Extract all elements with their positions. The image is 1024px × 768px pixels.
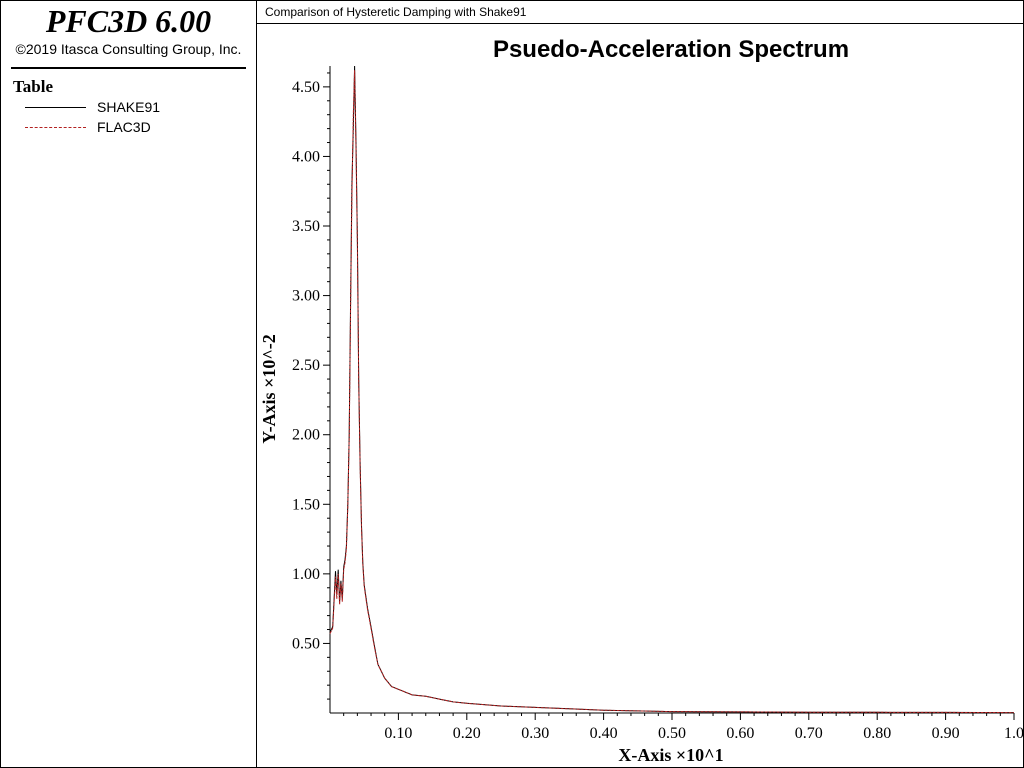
y-tick-label: 4.00 bbox=[292, 148, 320, 165]
y-tick-label: 3.00 bbox=[292, 288, 320, 305]
x-tick-label: 0.80 bbox=[863, 725, 891, 742]
x-tick-label: 0.20 bbox=[453, 725, 481, 742]
x-tick-label: 0.30 bbox=[521, 725, 549, 742]
x-axis-label: X-Axis ×10^1 bbox=[618, 745, 723, 765]
x-tick-label: 0.60 bbox=[726, 725, 754, 742]
legend-title: Table bbox=[13, 77, 54, 96]
chart-title: Psuedo-Acceleration Spectrum bbox=[493, 36, 849, 63]
plot-panel: Comparison of Hysteretic Damping with Sh… bbox=[257, 1, 1023, 767]
x-ticks: 0.10 0.20 0.30 0.40 0.50 0.60 0.70 0.80 0.90 1.0 bbox=[343, 713, 1023, 742]
series-line-flac3d bbox=[329, 70, 1015, 714]
legend-panel: PFC3D 6.00 ©2019 Itasca Consulting Group… bbox=[1, 1, 257, 767]
x-tick-label: 1.0 bbox=[1004, 725, 1023, 742]
y-ticks: 0.50 1.00 1.50 2.00 2.50 3.00 3.50 4.00 4.50 bbox=[292, 72, 330, 700]
x-tick-label: 0.10 bbox=[384, 725, 412, 742]
plot-caption-bar: Comparison of Hysteretic Damping with Sh… bbox=[257, 1, 1023, 24]
x-tick-label: 0.40 bbox=[590, 725, 618, 742]
y-tick-label: 3.50 bbox=[292, 218, 320, 235]
y-axis-label: Y-Axis ×10^-2 bbox=[259, 334, 279, 444]
legend-swatch-flac3d bbox=[25, 127, 86, 128]
app-title: PFC3D 6.00 bbox=[45, 3, 212, 39]
legend-divider bbox=[11, 67, 246, 69]
y-tick-label: 1.00 bbox=[292, 566, 320, 583]
y-tick-label: 2.00 bbox=[292, 427, 320, 444]
x-tick-label: 0.70 bbox=[795, 725, 823, 742]
legend-label-shake91: SHAKE91 bbox=[97, 99, 161, 115]
x-tick-label: 0.90 bbox=[932, 725, 960, 742]
y-tick-label: 2.50 bbox=[292, 357, 320, 374]
series-group bbox=[329, 65, 1015, 714]
copyright-text: ©2019 Itasca Consulting Group, Inc. bbox=[15, 41, 242, 57]
y-tick-label: 0.50 bbox=[292, 635, 320, 652]
legend-swatch-shake91 bbox=[25, 107, 86, 108]
plot-caption: Comparison of Hysteretic Damping with Sh… bbox=[265, 5, 527, 19]
x-tick-label: 0.50 bbox=[658, 725, 686, 742]
legend-label-flac3d: FLAC3D bbox=[97, 119, 151, 135]
y-tick-label: 1.50 bbox=[292, 496, 320, 513]
series-line-shake91 bbox=[329, 65, 1015, 714]
y-tick-label: 4.50 bbox=[292, 79, 320, 96]
